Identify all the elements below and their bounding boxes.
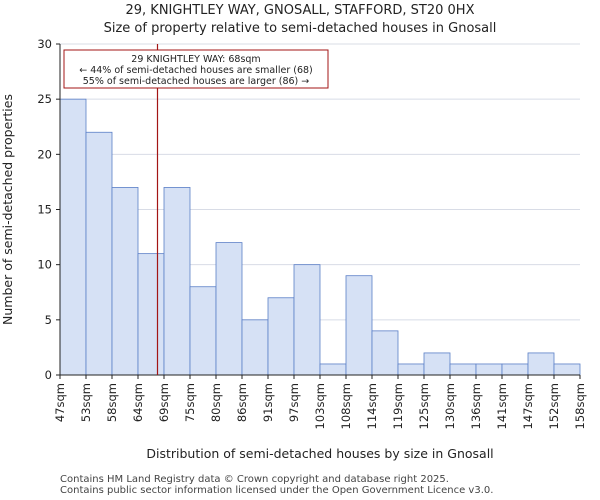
bar-86sqm bbox=[241, 319, 269, 376]
x-tick-label-103sqm: 103sqm bbox=[313, 383, 327, 429]
x-tick-label-119sqm: 119sqm bbox=[391, 383, 405, 429]
x-tick-label-75sqm: 75sqm bbox=[183, 383, 197, 422]
y-tick-label-10: 10 bbox=[37, 258, 52, 272]
bar-108sqm bbox=[345, 275, 373, 376]
bar-91sqm bbox=[267, 297, 295, 376]
x-tick-label-58sqm: 58sqm bbox=[105, 383, 119, 422]
footer-licence: Contains public sector information licen… bbox=[60, 485, 494, 496]
annotation-line-2: ← 44% of semi-detached houses are smalle… bbox=[79, 65, 313, 76]
x-tick-label-152sqm: 152sqm bbox=[547, 383, 561, 429]
x-tick-label-108sqm: 108sqm bbox=[339, 383, 353, 429]
bar-130sqm bbox=[449, 363, 477, 376]
x-tick-label-114sqm: 114sqm bbox=[365, 383, 379, 429]
bar-75sqm bbox=[189, 286, 217, 376]
bar-97sqm bbox=[293, 264, 321, 376]
property-annotation: 29 KNIGHTLEY WAY: 68sqm ← 44% of semi-de… bbox=[63, 49, 329, 89]
y-tick-label-25: 25 bbox=[37, 92, 52, 106]
bar-125sqm bbox=[423, 352, 451, 376]
annotation-line-3: 55% of semi-detached houses are larger (… bbox=[83, 76, 310, 87]
y-tick-label-5: 5 bbox=[45, 313, 52, 327]
bar-53sqm bbox=[85, 131, 113, 376]
x-tick-label-125sqm: 125sqm bbox=[417, 383, 431, 429]
x-tick-label-136sqm: 136sqm bbox=[469, 383, 483, 429]
footer-copyright: Contains HM Land Registry data © Crown c… bbox=[60, 474, 449, 485]
x-tick-label-130sqm: 130sqm bbox=[443, 383, 457, 429]
annotation-line-1: 29 KNIGHTLEY WAY: 68sqm bbox=[131, 54, 260, 65]
x-tick-label-80sqm: 80sqm bbox=[209, 383, 223, 422]
bar-58sqm bbox=[111, 187, 139, 376]
bar-80sqm bbox=[215, 242, 243, 376]
x-tick-label-64sqm: 64sqm bbox=[131, 383, 145, 422]
bar-147sqm bbox=[527, 352, 555, 376]
bar-152sqm bbox=[553, 363, 581, 376]
chart-title: 29, KNIGHTLEY WAY, GNOSALL, STAFFORD, ST… bbox=[125, 3, 474, 18]
bar-69sqm bbox=[163, 187, 191, 376]
x-tick-label-47sqm: 47sqm bbox=[53, 383, 67, 422]
bar-114sqm bbox=[371, 330, 399, 376]
bar-47sqm bbox=[59, 98, 87, 376]
x-tick-label-69sqm: 69sqm bbox=[157, 383, 171, 422]
x-tick-label-158sqm: 158sqm bbox=[573, 383, 587, 429]
y-ticks: 0 5 10 15 20 25 30 bbox=[37, 37, 60, 382]
bar-141sqm bbox=[501, 363, 529, 376]
histogram-chart: 29, KNIGHTLEY WAY, GNOSALL, STAFFORD, ST… bbox=[0, 3, 587, 461]
bar-64sqm bbox=[137, 253, 165, 376]
annotation-box bbox=[63, 49, 329, 89]
y-tick-label-0: 0 bbox=[45, 368, 52, 382]
x-tick-label-53sqm: 53sqm bbox=[79, 383, 93, 422]
y-tick-label-15: 15 bbox=[37, 203, 52, 217]
y-tick-label-30: 30 bbox=[37, 37, 52, 51]
x-ticks: 47sqm 53sqm 58sqm 64sqm 69sqm 75sqm 80sqm 86sqm… bbox=[53, 375, 587, 429]
chart-subtitle: Size of property relative to semi-detach… bbox=[104, 21, 497, 36]
x-tick-label-97sqm: 97sqm bbox=[287, 383, 301, 422]
bar-103sqm bbox=[319, 363, 347, 376]
x-tick-label-91sqm: 91sqm bbox=[261, 383, 275, 422]
x-tick-label-86sqm: 86sqm bbox=[235, 383, 249, 422]
bar-119sqm bbox=[397, 363, 425, 376]
bars bbox=[59, 98, 581, 376]
y-axis-label: Number of semi-detached properties bbox=[0, 94, 15, 325]
y-tick-label-20: 20 bbox=[37, 147, 52, 161]
x-tick-label-141sqm: 141sqm bbox=[495, 383, 509, 429]
bar-136sqm bbox=[475, 363, 503, 376]
x-axis-label: Distribution of semi-detached houses by … bbox=[146, 446, 493, 461]
x-tick-label-147sqm: 147sqm bbox=[521, 383, 535, 429]
